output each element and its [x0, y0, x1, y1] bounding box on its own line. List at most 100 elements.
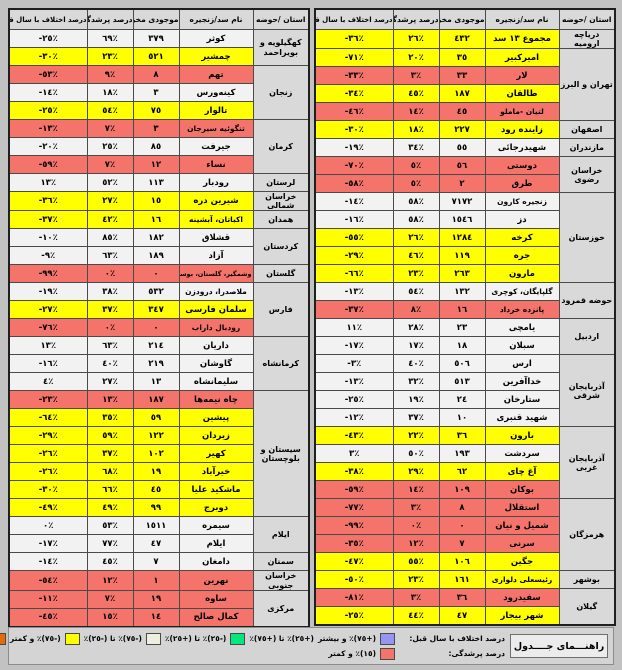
reservoir-volume-cell: ١٠٦ — [438, 552, 486, 572]
yoy-diff-cell: -١٢٪ — [314, 408, 394, 428]
province-cell: گلستان — [252, 264, 310, 284]
table-row: کمال صالح ١٤ ١٥٪ -٤٥٪ — [8, 607, 309, 628]
province-cell: مازندران — [558, 138, 616, 158]
yoy-diff-cell: -٤٣٪ — [314, 426, 394, 446]
yoy-diff-cell: -٢٥٪ — [314, 606, 394, 626]
reservoir-volume-cell: ٤٧ — [132, 534, 180, 554]
fill-percent-cell: ١٧٪ — [392, 336, 440, 356]
fill-percent-cell: ٣٧٪ — [86, 444, 134, 464]
yoy-diff-cell: -٢٣٪ — [8, 390, 88, 410]
dam-name-cell: سفیدرود — [484, 588, 560, 608]
reservoir-volume-cell: ١٦١ — [438, 570, 486, 590]
reservoir-volume-cell: ١٣ — [132, 372, 180, 392]
dam-name-cell: تالوار — [178, 101, 254, 120]
fill-percent-cell: ٢٥٪ — [86, 137, 134, 156]
reservoir-volume-cell: ٢٤ — [438, 390, 486, 410]
legend: (-٧٥)٪ و کمتر (-٧٥)٪ تا (-٢٥)٪ (-٢٥)٪ تا… — [0, 627, 614, 665]
table-row: پیشین ٥٩ ٣٥٪ -٦٤٪ — [8, 408, 309, 428]
fill-percent-cell: ٨٥٪ — [86, 228, 134, 248]
col-header-province: استان /حوضه — [252, 8, 310, 30]
col-header-dam-name: نام سد/زنجیره — [178, 8, 254, 30]
reservoir-volume-cell: ٥٠٦ — [438, 354, 486, 374]
dam-name-cell: شیرین دره — [178, 190, 254, 212]
reservoir-volume-cell: ١٩ — [132, 589, 180, 609]
table-row: مازندران شهیدرجائی ٥٥ ٣٤٪ -١٩٪ — [314, 138, 616, 158]
reservoir-volume-cell: ٠ — [132, 264, 180, 284]
reservoir-volume-cell: ٣٧٩ — [132, 29, 180, 48]
fill-percent-cell: ٣٢٪ — [392, 372, 440, 392]
reservoir-volume-cell: ٨ — [438, 498, 486, 518]
reservoir-volume-cell: ١٠٩ — [438, 480, 486, 500]
table-row: خراسان رضوی دوستی ٥٦ ٥٪ -٧٠٪ — [314, 156, 616, 194]
reservoir-volume-cell: ٤٥ — [438, 102, 486, 122]
reservoir-volume-cell: ٨٥ — [132, 137, 180, 156]
yoy-diff-cell: -٨١٪ — [314, 588, 394, 608]
dam-name-cell: جگین — [484, 552, 560, 572]
dam-name-cell: چمشیر — [178, 47, 254, 66]
table-row: آزاد ١٨٩ ٦٣٪ -٩٪ — [8, 246, 309, 266]
table-row: سمنان دامغان ٧ ٤٥٪ -١٤٪ — [8, 552, 310, 572]
yoy-diff-cell: -١٦٪ — [8, 354, 88, 374]
reservoir-volume-cell: ٣ — [132, 83, 180, 102]
reservoir-volume-cell: ١٢ — [132, 155, 180, 174]
table-row: کهیر ١٠٢ ٣٧٪ -٢٦٪ — [8, 444, 309, 464]
dam-name-cell: جره — [484, 246, 560, 266]
fill-percent-cell: ٥٤٪ — [86, 101, 134, 120]
reservoir-volume-cell: ١٩٣ — [438, 444, 486, 464]
fill-percent-cell: ٥٪ — [392, 174, 440, 194]
fill-percent-cell: ١٤٪ — [392, 480, 440, 500]
legend-swatch-purple — [380, 632, 395, 645]
reservoir-volume-cell: ٣٣ — [438, 66, 486, 86]
reservoir-volume-cell: ١١٩ — [438, 246, 486, 266]
fill-percent-cell: ٦٦٪ — [86, 480, 134, 500]
legend-diff-category-label: درصد اختلاف با سال قبل: — [409, 634, 505, 643]
yoy-diff-cell: -٥٨٪ — [314, 174, 394, 194]
dam-name-cell: طالقان — [484, 84, 560, 104]
fill-percent-cell: ١٨٪ — [86, 83, 134, 102]
legend-diff-row: (-٧٥)٪ و کمتر (-٧٥)٪ تا (-٢٥)٪ (-٢٥)٪ تا… — [0, 632, 505, 645]
legend-swatch-red — [380, 647, 395, 660]
fill-percent-cell: ٣٤٪ — [392, 138, 440, 158]
table-row: تالوار ٧٥ ٥٤٪ -٢٥٪ — [8, 101, 309, 120]
dam-name-cell: سبلان — [484, 336, 560, 356]
table-row: مرکزی ساوه ١٩ ٧٪ -١١٪ — [8, 589, 310, 628]
dam-name-cell: ایلام — [178, 534, 254, 554]
yoy-diff-cell: -٤٧٪ — [314, 552, 394, 572]
dam-name-cell: شهید قنبری — [484, 408, 560, 428]
table-row: جگین ١٠٦ ٥٥٪ -٤٧٪ — [314, 552, 615, 572]
dam-name-cell: سردشت — [484, 444, 560, 464]
yoy-diff-cell: -٥٩٪ — [8, 155, 88, 174]
table-row: هرمزگان استقلال ٨ ٣٪ -٧٧٪ — [314, 498, 616, 572]
table-row: شهر بیجار ٤٧ ٤٤٪ -٢٥٪ — [314, 606, 615, 626]
reservoir-volume-cell: ٣٦ — [438, 588, 486, 608]
reservoir-volume-cell: ٣٦ — [438, 426, 486, 446]
province-cell: آذربایجان غربی — [558, 426, 616, 500]
reservoir-volume-cell: ٧ — [132, 552, 180, 572]
yoy-diff-cell: -٥٠٪ — [314, 570, 394, 590]
table-row: آذربایجان غربی بارون ٣٦ ٢٢٪ -٤٣٪ — [314, 426, 616, 500]
legend-label-fill-15-less: (١٥)٪ و کمتر — [328, 649, 376, 658]
province-cell: دریاچه ارومیه — [558, 28, 616, 50]
yoy-diff-cell: -٣٥٪ — [314, 534, 394, 554]
yoy-diff-cell: -٣٠٪ — [8, 47, 88, 66]
legend-label-plus25-plus75: (+٢٥)٪ تا (+٧٥)٪ — [249, 634, 314, 643]
table-row: بوکان ١٠٩ ١٤٪ -٥٩٪ — [314, 480, 615, 500]
legend-swatch-cream — [145, 632, 161, 645]
reservoir-volume-cell: ١٨٧ — [132, 390, 180, 410]
province-cell: خراسان جنوبی — [252, 570, 310, 591]
reservoir-volume-cell: ٩٩ — [132, 498, 180, 518]
yoy-diff-cell: -١٣٪ — [314, 282, 394, 302]
table-row: خراسان شمالی شیرین دره ١٥ ٢٧٪ -٣٦٪ — [8, 190, 310, 212]
yoy-diff-cell: -٢٦٪ — [8, 444, 88, 464]
yoy-diff-cell: -٣٣٪ — [314, 66, 394, 86]
fill-percent-cell: ٧٪ — [86, 119, 134, 138]
province-cell: خوزستان — [558, 192, 616, 284]
yoy-diff-cell: ٠٪ — [8, 516, 88, 536]
reservoir-volume-cell: ١٢٢ — [132, 426, 180, 446]
dam-name-cell: تهم — [178, 65, 254, 84]
yoy-diff-cell: -٧٦٪ — [8, 318, 88, 338]
